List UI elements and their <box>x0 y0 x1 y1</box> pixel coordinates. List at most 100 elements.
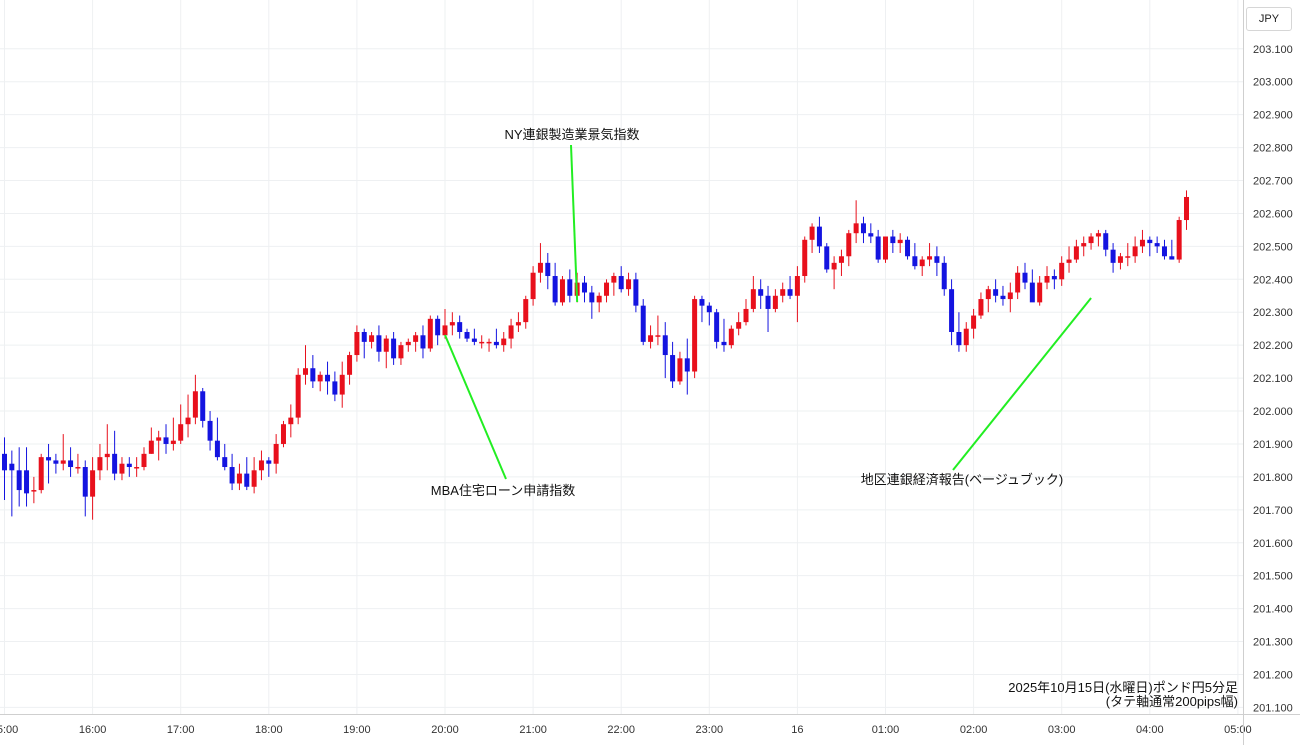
candle-up <box>971 308 977 339</box>
y-tick-label: 202.200 <box>1253 340 1293 352</box>
candle-body <box>479 341 485 344</box>
y-tick-label: 201.500 <box>1253 571 1293 583</box>
y-tick-label: 201.300 <box>1253 637 1293 649</box>
candle-body <box>486 341 492 344</box>
candle-body <box>1015 272 1021 293</box>
candle-body <box>905 239 911 257</box>
candle-body <box>1022 272 1028 283</box>
candle-up <box>192 374 198 425</box>
y-tick-label: 201.800 <box>1253 472 1293 484</box>
candle-body <box>420 335 426 349</box>
candle-body <box>934 256 940 263</box>
candle-down <box>706 302 712 326</box>
candle-body <box>596 295 602 303</box>
candle-up <box>530 266 536 306</box>
candle-body <box>391 338 397 359</box>
candle-body <box>838 256 844 263</box>
candle-down <box>890 229 896 253</box>
caption-title: 2025年10月15日(水曜日)ポンド円5分足 <box>1008 680 1238 695</box>
candle-down <box>53 453 59 474</box>
candle-up <box>90 457 96 520</box>
candle-body <box>258 460 264 471</box>
candle-down <box>581 276 587 303</box>
candle-up <box>1081 236 1087 257</box>
candle-body <box>706 305 712 313</box>
y-tick-label: 202.800 <box>1253 143 1293 155</box>
candle-body <box>24 470 30 494</box>
candle-up <box>405 338 411 352</box>
candle-body <box>750 289 756 309</box>
candle-body <box>787 289 793 296</box>
candle-up <box>515 312 521 332</box>
candle-body <box>1147 239 1153 244</box>
candle-body <box>677 358 683 382</box>
candle-up <box>398 341 404 365</box>
candle-up <box>97 443 103 481</box>
candle-body <box>1051 276 1057 280</box>
x-tick-label: 23:00 <box>696 724 724 736</box>
candle-body <box>1044 276 1050 283</box>
annotation-label: MBA住宅ローン申請指数 <box>431 483 576 498</box>
candle-up <box>119 457 125 481</box>
candle-down <box>435 315 441 346</box>
candle-body <box>288 417 294 425</box>
candle-body <box>82 467 88 497</box>
candle-body <box>567 279 573 296</box>
y-tick-label: 202.300 <box>1253 307 1293 319</box>
candle-down <box>332 371 338 402</box>
candle-up <box>831 256 837 290</box>
candle-up <box>60 434 66 471</box>
candle-body <box>273 443 279 464</box>
candle-body <box>508 325 514 339</box>
candle-body <box>1095 233 1101 237</box>
candle-body <box>633 279 639 306</box>
y-tick-label: 201.200 <box>1253 669 1293 681</box>
candle-body <box>1103 233 1109 250</box>
candle-body <box>897 239 903 244</box>
candle-body <box>515 322 521 326</box>
candle-down <box>633 272 639 313</box>
candle-body <box>75 467 81 469</box>
candle-body <box>809 226 815 240</box>
candle-down <box>860 216 866 244</box>
candle-body <box>1161 246 1167 257</box>
candle-up <box>750 276 756 313</box>
candle-body <box>523 299 529 323</box>
candle-down <box>391 331 397 365</box>
candle-body <box>1184 196 1190 221</box>
candle-up <box>596 292 602 313</box>
candle-body <box>912 256 918 267</box>
candle-up <box>1007 282 1013 313</box>
annotation-line <box>570 144 579 303</box>
candle-body <box>684 358 690 372</box>
candle-down <box>376 325 382 362</box>
candle-up <box>1088 233 1094 250</box>
candle-body <box>993 289 999 296</box>
candle-body <box>126 463 132 468</box>
candle-body <box>604 282 610 296</box>
candle-up <box>339 361 345 408</box>
candle-body <box>163 437 169 444</box>
currency-label[interactable]: JPY <box>1246 7 1292 31</box>
candle-body <box>1073 246 1079 260</box>
candle-down <box>1110 243 1116 273</box>
candle-down <box>207 411 213 451</box>
candle-body <box>816 226 822 247</box>
x-tick-label: 20:00 <box>431 724 459 736</box>
candle-body <box>398 345 404 359</box>
x-tick-label: 21:00 <box>519 724 547 736</box>
candle-body <box>941 262 947 290</box>
candle-body <box>1029 282 1035 303</box>
candle-body <box>1088 236 1094 244</box>
candle-down <box>670 341 676 388</box>
candle-up <box>288 404 294 438</box>
candle-down <box>1051 269 1057 290</box>
candle-body <box>376 335 382 352</box>
candle-body <box>46 457 52 461</box>
candle-up <box>170 417 176 451</box>
candle-down <box>229 453 235 491</box>
candle-up <box>846 229 852 267</box>
y-tick-label: 202.500 <box>1253 241 1293 253</box>
candle-body <box>956 331 962 346</box>
